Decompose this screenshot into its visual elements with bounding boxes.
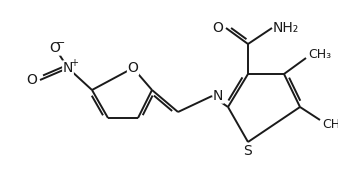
Text: NH₂: NH₂ <box>273 21 299 35</box>
Text: CH₃: CH₃ <box>322 118 338 130</box>
Text: +: + <box>70 58 78 68</box>
Text: O: O <box>50 41 61 55</box>
Text: S: S <box>244 144 252 158</box>
Text: N: N <box>63 61 73 75</box>
Text: O: O <box>127 61 139 75</box>
Text: −: − <box>56 38 66 48</box>
Text: CH₃: CH₃ <box>309 48 332 60</box>
Text: O: O <box>213 21 223 35</box>
Text: O: O <box>27 73 38 87</box>
Text: N: N <box>213 89 223 103</box>
